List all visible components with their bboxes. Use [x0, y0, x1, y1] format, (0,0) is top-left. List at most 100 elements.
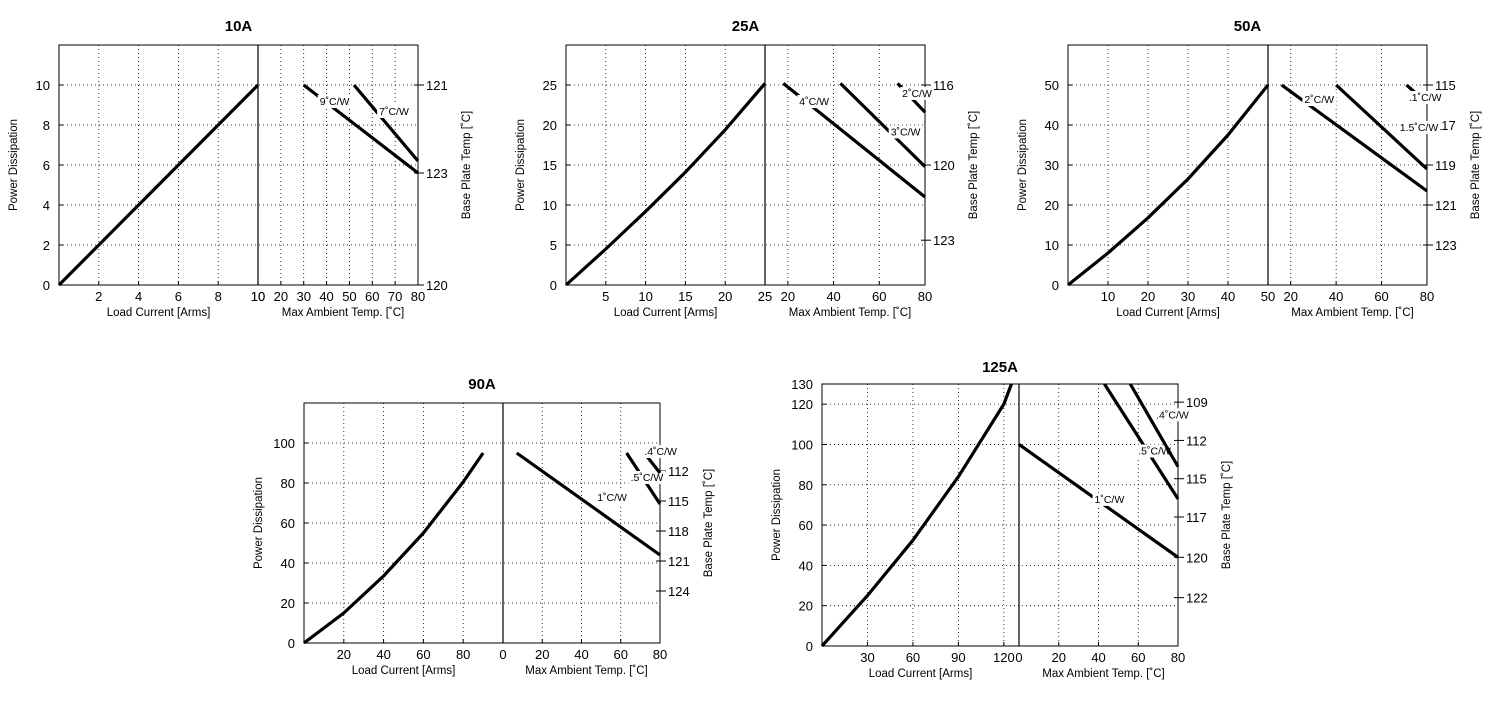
y2-tick-label: 109 [1186, 395, 1208, 410]
derating-label: 1˚C/W [597, 492, 627, 504]
derating-label-bg [595, 491, 630, 504]
y2-axis-label: Base Plate Temp [˚C] [703, 469, 715, 577]
x2-tick-label: 20 [274, 289, 288, 304]
x-axis-label: Load Current [Arms] [869, 668, 973, 680]
derating-label-bg [1154, 408, 1191, 422]
y-tick-label: 60 [799, 518, 813, 533]
x-tick-label: 90 [951, 650, 965, 665]
y-tick-label: 20 [281, 596, 295, 611]
x2-tick-label: 70 [388, 289, 402, 304]
x-tick-label: 60 [416, 647, 430, 662]
power-dissipation-curve [303, 452, 485, 645]
y-tick-label: 40 [281, 556, 295, 571]
grid-lines [1068, 45, 1427, 285]
power-dissipation-curve [57, 83, 260, 287]
y2-tick-label: 121 [426, 78, 448, 93]
y-tick-label: 5 [550, 238, 557, 253]
y-tick-label: 10 [543, 198, 557, 213]
derating-label-bg [377, 105, 411, 118]
y-tick-label: 80 [281, 476, 295, 491]
y2-tick-label: 124 [668, 584, 690, 599]
y-tick-label: 6 [43, 158, 50, 173]
y2-axis-label: Base Plate Temp [˚C] [1221, 461, 1233, 569]
x2-tick-label: 10 [251, 289, 265, 304]
y-tick-label: 40 [799, 558, 813, 573]
plot-frame [565, 44, 926, 286]
y2-tick-label: 120 [1186, 550, 1208, 565]
y2-tick-label: 118 [668, 524, 689, 539]
x-tick-label: 10 [1101, 289, 1115, 304]
x-tick-label: 2 [95, 289, 102, 304]
y-tick-label: 100 [273, 436, 295, 451]
x-tick-label: 25 [758, 289, 772, 304]
y2-axis-label: Base Plate Temp [˚C] [968, 111, 980, 219]
derating-label: 2˚C/W [902, 88, 932, 100]
plot-frame [821, 383, 1179, 647]
x2-tick-label: 60 [614, 647, 628, 662]
x-tick-label: 10 [251, 289, 265, 304]
derating-label: 7˚C/W [379, 106, 409, 118]
y-axis-label: Power Dissipation [771, 469, 783, 561]
x2-tick-label: 40 [826, 289, 840, 304]
x-tick-label: 10 [638, 289, 652, 304]
y-axis-label: Power Dissipation [1017, 119, 1029, 211]
y-tick-label: 30 [1045, 158, 1059, 173]
chart-title: 125A [982, 359, 1018, 376]
x2-tick-label: 40 [574, 647, 588, 662]
derating-label-bg [1406, 91, 1444, 104]
derating-label-bg [797, 95, 832, 108]
plot-frame [58, 44, 419, 286]
y2-tick-label: 120 [426, 278, 448, 293]
y2-tick-label: 112 [1186, 433, 1207, 448]
derating-label-bg [317, 95, 352, 108]
derating-label: 1.5˚C/W [1400, 122, 1439, 134]
chart-title: 25A [732, 18, 760, 35]
y2-tick-label: 121 [1435, 198, 1457, 213]
chart-title: 10A [225, 18, 253, 35]
grid-lines [304, 403, 660, 643]
y2-tick-label: 120 [933, 158, 955, 173]
y-tick-label: 80 [799, 478, 813, 493]
x-tick-label: 20 [1141, 289, 1155, 304]
x2-tick-label: 60 [365, 289, 379, 304]
power-dissipation-curve [1067, 84, 1270, 287]
plot-frame [1067, 44, 1428, 286]
x2-axis-label: Max Ambient Temp. [˚C] [789, 307, 912, 319]
x2-axis-label: Max Ambient Temp. [˚C] [1291, 307, 1414, 319]
derating-label-bg [1092, 492, 1127, 506]
y-tick-label: 2 [43, 238, 50, 253]
y-axis-label: Power Dissipation [515, 119, 527, 211]
derating-label: 3˚C/W [891, 126, 921, 138]
x2-axis-label: Max Ambient Temp. [˚C] [282, 307, 405, 319]
y-axis-label: Power Dissipation [8, 119, 20, 211]
derating-label: 9˚C/W [320, 96, 350, 108]
x2-tick-label: 20 [1283, 289, 1297, 304]
y-tick-label: 0 [550, 278, 557, 293]
x-axis-label: Load Current [Arms] [107, 307, 211, 319]
x2-tick-label: 40 [319, 289, 333, 304]
x-tick-label: 8 [215, 289, 222, 304]
x-tick-label: 20 [718, 289, 732, 304]
x2-tick-label: 40 [1329, 289, 1343, 304]
y-tick-label: 100 [791, 437, 813, 452]
x2-axis-label: Max Ambient Temp. [˚C] [525, 665, 648, 677]
x-axis-label: Load Current [Arms] [1116, 307, 1220, 319]
derating-line [352, 83, 420, 163]
y-tick-label: 60 [281, 516, 295, 531]
y2-tick-label: 123 [426, 166, 448, 181]
y2-tick-label: 122 [1186, 591, 1208, 606]
y2-tick-label: 112 [668, 464, 689, 479]
derating-label-bg [628, 471, 666, 484]
grid-lines [59, 45, 418, 285]
x-tick-label: 60 [906, 650, 920, 665]
derating-label: .4˚C/W [1156, 409, 1189, 421]
derating-label: .4˚C/W [644, 446, 677, 458]
x-tick-label: 30 [860, 650, 874, 665]
x2-tick-label: 80 [1420, 289, 1434, 304]
x2-tick-label: 60 [1131, 650, 1145, 665]
y2-tick-label: 116 [933, 78, 954, 93]
x-tick-label: 40 [1221, 289, 1235, 304]
x-tick-label: 4 [135, 289, 142, 304]
